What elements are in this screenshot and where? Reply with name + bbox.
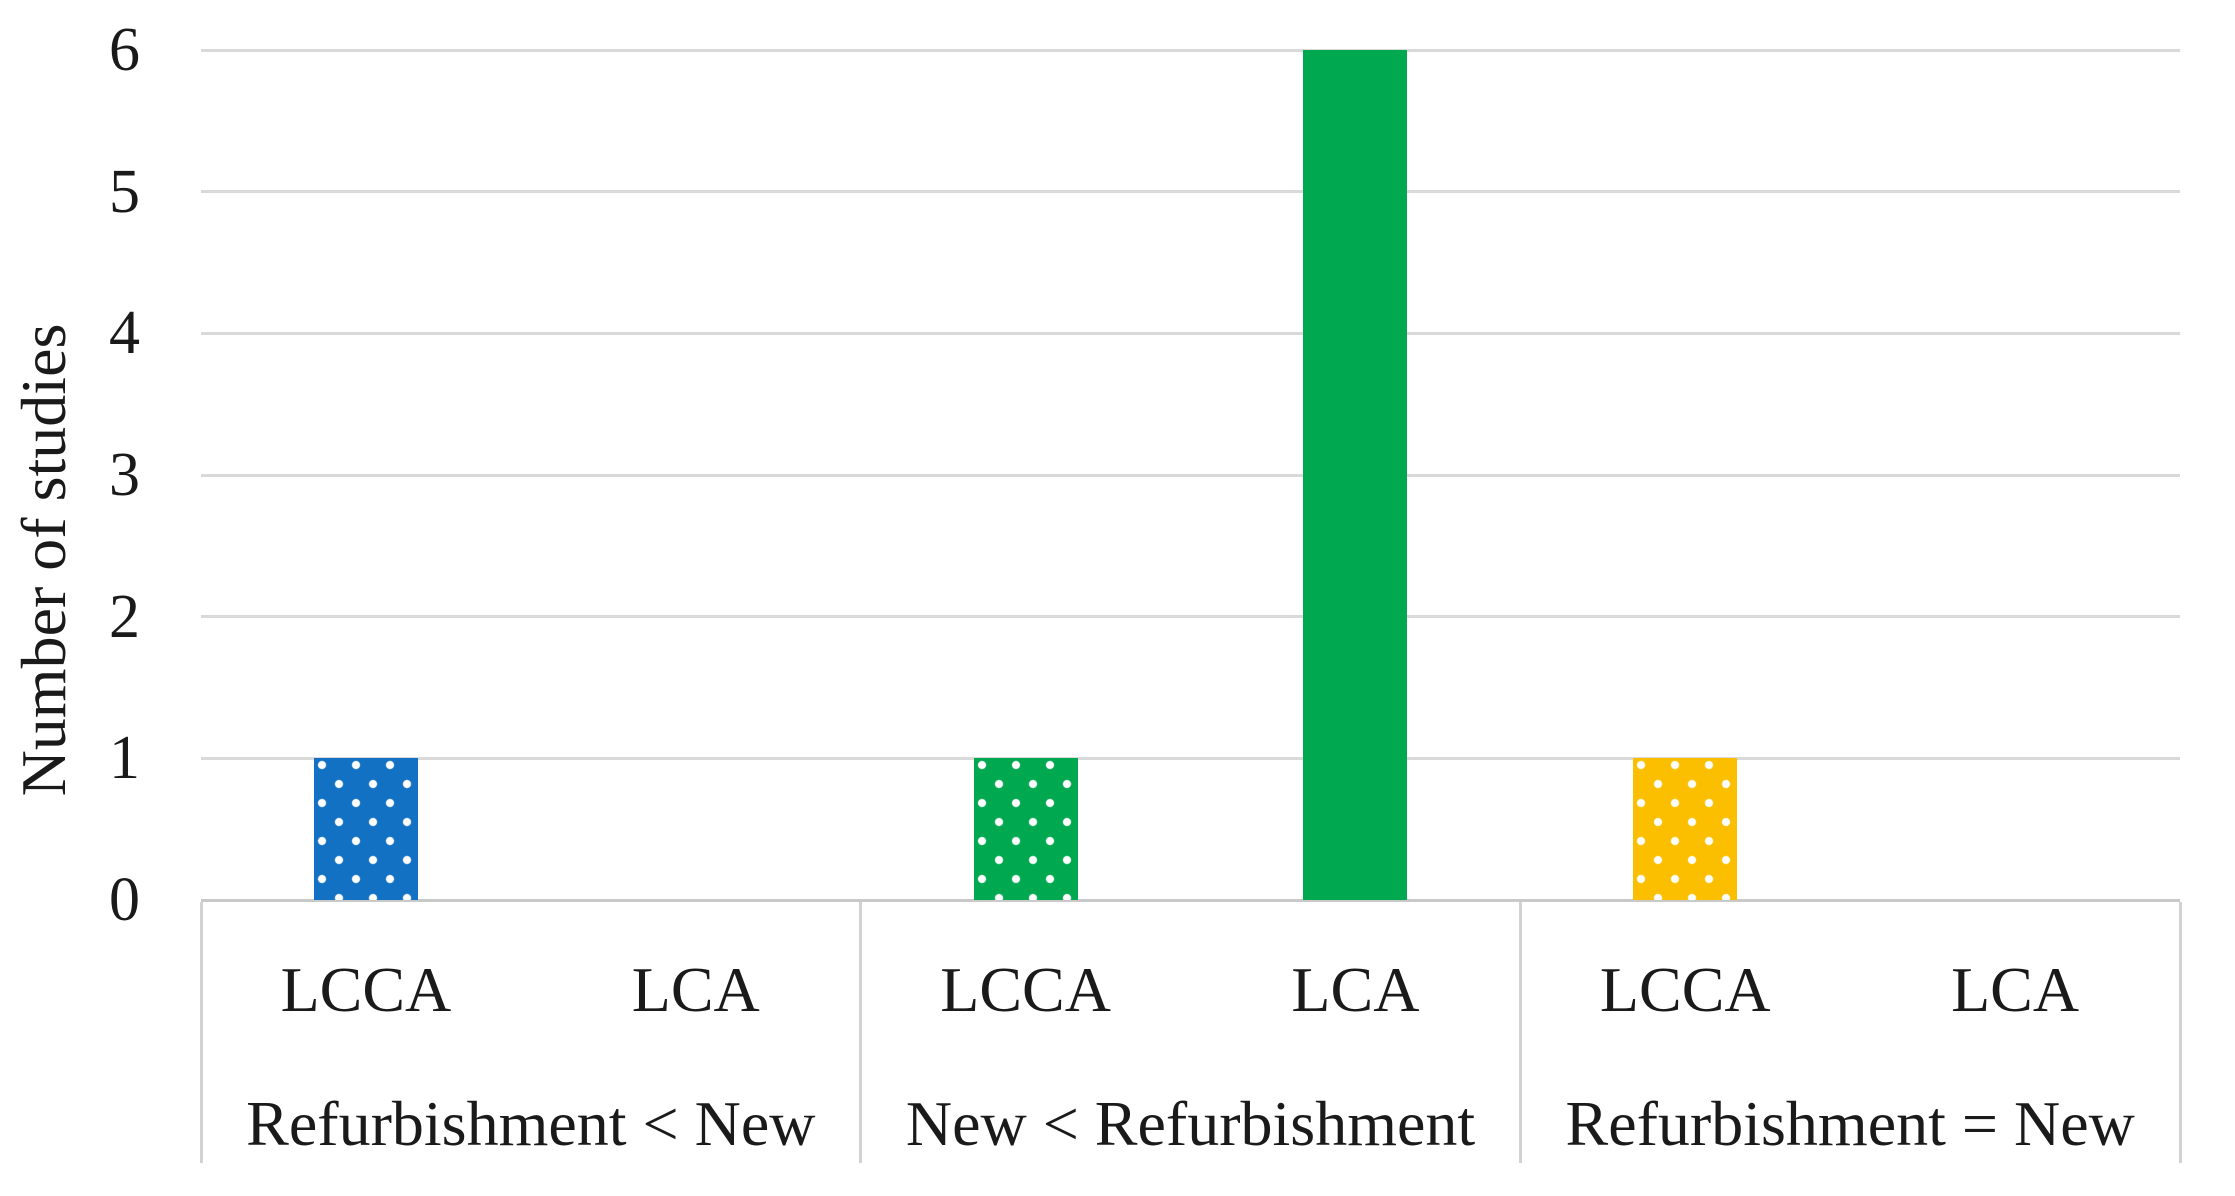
y-tick-label: 3 [109, 441, 140, 509]
x-category-label: LCA [1291, 954, 1420, 1025]
gridline [201, 48, 2180, 52]
x-axis-line [201, 898, 2180, 902]
x-category-label: LCA [631, 954, 760, 1025]
y-axis-title: Number of studies [8, 323, 79, 797]
gridline [201, 473, 2180, 477]
y-tick-label: 0 [109, 866, 140, 934]
bar-lcca-group1 [313, 758, 418, 900]
x-category-label: LCCA [940, 954, 1111, 1025]
category-divider [859, 902, 863, 1163]
bar-lcca-group2 [973, 758, 1078, 900]
x-group-label: Refurbishment < New [246, 1088, 816, 1159]
y-tick-label: 1 [109, 724, 140, 793]
bar-lca-group2 [1303, 50, 1408, 900]
y-tick-label: 6 [109, 16, 140, 84]
y-tick-label: 5 [109, 157, 140, 226]
gridline [201, 190, 2180, 194]
gridline [201, 756, 2180, 760]
gridline [201, 331, 2180, 335]
x-category-label: LCA [1951, 954, 2080, 1025]
category-divider [199, 902, 203, 1163]
bar-lcca-group3 [1633, 758, 1738, 900]
category-divider [1518, 902, 1522, 1163]
x-group-label: Refurbishment = New [1565, 1088, 2135, 1159]
y-tick-label: 2 [109, 582, 140, 651]
y-tick-label: 4 [109, 299, 140, 368]
category-divider [2178, 902, 2182, 1163]
gridline [201, 615, 2180, 619]
x-category-label: LCCA [1599, 954, 1771, 1025]
x-group-label: New < Refurbishment [905, 1088, 1476, 1159]
x-category-label: LCCA [280, 954, 452, 1025]
